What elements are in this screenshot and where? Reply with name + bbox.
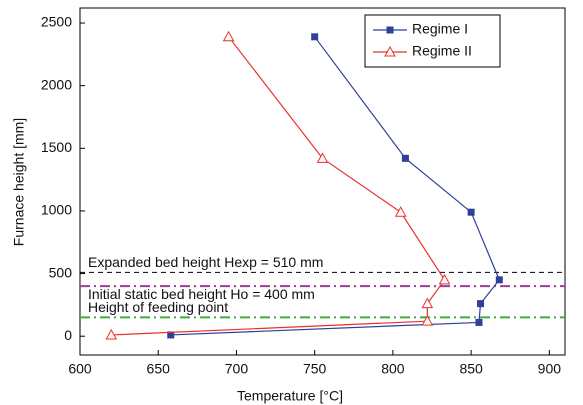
- reference-label: Expanded bed height Hexp = 510 mm: [88, 254, 323, 270]
- legend-box: [364, 14, 501, 68]
- point: [394, 206, 407, 217]
- y-tick-label: 1000: [41, 202, 72, 218]
- point: [316, 152, 329, 163]
- reference-label: Initial static bed height Ho = 400 mm: [88, 286, 315, 302]
- x-tick-label: 900: [538, 361, 562, 377]
- reference-label: Height of feeding point: [88, 299, 228, 315]
- legend-marker: [384, 45, 396, 57]
- point: [167, 331, 175, 339]
- point: [401, 154, 409, 162]
- y-tick-label: 1500: [41, 139, 72, 155]
- y-tick-label: 0: [64, 327, 72, 343]
- point: [222, 30, 235, 42]
- x-tick-label: 600: [68, 361, 92, 377]
- y-tick-label: 500: [49, 264, 73, 280]
- x-tick-label: 650: [147, 361, 171, 377]
- point: [105, 328, 118, 340]
- point: [477, 300, 485, 308]
- y-tick-label: 2000: [41, 76, 72, 92]
- y-axis-label: Furnace height [mm]: [11, 118, 27, 246]
- y-tick-label: 2500: [41, 14, 72, 30]
- x-tick-label: 700: [225, 361, 249, 377]
- point: [421, 315, 434, 326]
- x-tick-label: 850: [459, 361, 483, 377]
- point: [495, 276, 503, 284]
- point: [438, 273, 451, 285]
- plot-frame: [79, 7, 566, 356]
- point: [311, 33, 319, 41]
- point: [467, 208, 475, 216]
- legend-marker: [386, 26, 394, 34]
- x-tick-label: 800: [381, 361, 405, 377]
- legend-label: Regime I: [412, 21, 468, 37]
- point: [421, 297, 434, 309]
- x-tick-label: 750: [303, 361, 327, 377]
- point: [475, 318, 483, 326]
- legend-label: Regime II: [412, 43, 472, 59]
- x-axis-label: Temperature [°C]: [237, 388, 343, 404]
